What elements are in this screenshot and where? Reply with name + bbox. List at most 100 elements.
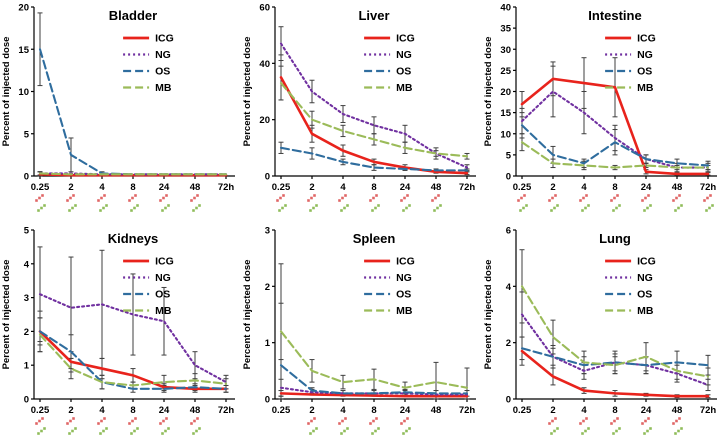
- panel-title: Intestine: [588, 8, 641, 23]
- x-tick-label: 2: [309, 405, 314, 416]
- y-tick-label: 4: [506, 282, 512, 293]
- series-line-icg: [279, 392, 469, 398]
- series-line-mb: [38, 333, 228, 387]
- series-line-ng: [279, 386, 469, 396]
- significance-marks: [34, 416, 202, 436]
- x-tick-label: 4: [340, 182, 346, 193]
- chart-panel-bladder: 0 5 10 15 20 0.25 2 4 8 24 48 72h Bladder Percent of …: [0, 0, 241, 223]
- x-tick-label: 24: [641, 182, 652, 193]
- x-tick-label: 48: [672, 405, 683, 416]
- series-line-icg: [279, 76, 469, 175]
- chart-panel-kidneys: 0 1 2 3 4 5 0.25 2 4 8 24 48 72h Kidneys Percent of in…: [0, 223, 241, 446]
- axes: [513, 229, 717, 402]
- legend-label-icg: ICG: [396, 33, 415, 45]
- x-tick-label: 4: [581, 182, 587, 193]
- chart-panel-intestine: 0 5 10 15 20 25 30 35 40 0.25 2 4 8 24 48 72h Intestine P…: [482, 0, 723, 223]
- y-axis-label: Percent of injected dose: [242, 37, 253, 147]
- y-tick-label: 60: [259, 3, 270, 14]
- y-tick-label: 0: [265, 395, 270, 406]
- y-axis-label: Percent of injected dose: [242, 260, 253, 370]
- legend-label-ng: NG: [155, 272, 171, 284]
- y-tick-label: 2: [24, 327, 29, 338]
- legend: ICG NG OS MB: [123, 33, 174, 94]
- legend-label-ng: NG: [396, 272, 412, 284]
- panel-title: Spleen: [353, 231, 396, 246]
- y-tick-label: 15: [500, 108, 511, 119]
- y-tick-label: 5: [506, 150, 512, 161]
- legend-label-mb: MB: [396, 82, 413, 94]
- legend-label-mb: MB: [637, 82, 654, 94]
- series-line-os: [38, 48, 228, 176]
- x-tick-label: 72h: [459, 182, 476, 193]
- panel-title: Bladder: [109, 8, 157, 23]
- x-tick-label: 2: [309, 182, 314, 193]
- legend-label-icg: ICG: [637, 256, 656, 268]
- legend: ICG NG OS MB: [364, 33, 415, 94]
- y-tick-label: 6: [506, 226, 511, 237]
- y-tick-label: 3: [24, 293, 29, 304]
- x-tick-label: 72h: [459, 405, 476, 416]
- panel-title: Kidneys: [108, 231, 159, 246]
- series-line-mb: [279, 82, 469, 158]
- y-tick-label: 15: [18, 45, 29, 56]
- x-tick-label: 0.25: [272, 182, 291, 193]
- x-tick-label: 24: [400, 182, 411, 193]
- y-tick-label: 35: [500, 24, 511, 35]
- legend-label-os: OS: [637, 289, 652, 301]
- legend-label-mb: MB: [155, 305, 172, 317]
- y-tick-label: 2: [265, 282, 270, 293]
- y-tick-label: 4: [24, 259, 30, 270]
- series-line-ng: [38, 293, 228, 384]
- significance-marks: [516, 193, 715, 213]
- legend-label-icg: ICG: [155, 33, 174, 45]
- legend-label-os: OS: [155, 289, 170, 301]
- x-tick-label: 24: [400, 405, 411, 416]
- x-tick-label: 0.25: [272, 405, 291, 416]
- chart-panel-lung: 0 2 4 6 0.25 2 4 8 24 48 72h Lung Percent of injecte…: [482, 223, 723, 446]
- x-tick-label: 0.25: [31, 182, 50, 193]
- significance-marks: [34, 193, 202, 213]
- axes: [31, 6, 235, 179]
- y-tick-label: 0: [24, 172, 29, 183]
- legend-label-mb: MB: [637, 305, 654, 317]
- axes: [31, 229, 235, 402]
- legend-label-ng: NG: [637, 272, 653, 284]
- error-bars: [37, 12, 105, 177]
- y-tick-label: 30: [500, 45, 511, 56]
- series-line-mb: [279, 330, 469, 389]
- x-tick-label: 48: [190, 182, 201, 193]
- x-tick-label: 48: [672, 182, 683, 193]
- y-tick-label: 2: [506, 338, 511, 349]
- y-tick-label: 1: [265, 338, 271, 349]
- series-line-os: [520, 124, 710, 167]
- y-tick-label: 0: [24, 395, 29, 406]
- significance-marks: [306, 416, 412, 436]
- y-tick-label: 5: [24, 129, 30, 140]
- legend: ICG NG OS MB: [123, 256, 174, 317]
- chart-panel-liver: 0 20 40 60 0.25 2 4 8 24 48 72h Liver Percent of inj…: [241, 0, 482, 223]
- y-tick-label: 25: [500, 66, 511, 77]
- y-tick-label: 20: [500, 87, 511, 98]
- x-tick-label: 0.25: [513, 182, 532, 193]
- legend-label-os: OS: [396, 66, 411, 78]
- x-tick-label: 8: [612, 182, 617, 193]
- x-tick-label: 8: [371, 405, 376, 416]
- x-tick-label: 4: [99, 182, 105, 193]
- y-tick-label: 0: [265, 172, 270, 183]
- x-tick-label: 0.25: [31, 405, 50, 416]
- y-tick-label: 20: [259, 115, 270, 126]
- significance-marks: [275, 193, 443, 213]
- series-line-mb: [520, 285, 710, 378]
- legend-label-ng: NG: [155, 49, 171, 61]
- series-line-icg: [520, 349, 710, 398]
- error-bars: [37, 246, 229, 393]
- x-tick-label: 72h: [700, 182, 717, 193]
- y-tick-label: 10: [18, 87, 29, 98]
- series-line-mb: [38, 172, 228, 176]
